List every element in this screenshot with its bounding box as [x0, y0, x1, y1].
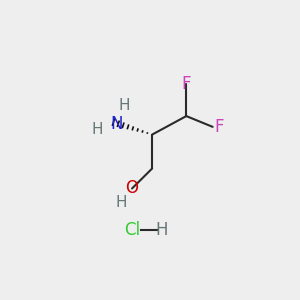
Text: H: H: [116, 195, 127, 210]
Text: N: N: [110, 115, 123, 133]
Text: H: H: [118, 98, 130, 113]
Text: H: H: [91, 122, 103, 137]
Text: O: O: [126, 179, 139, 197]
Text: Cl: Cl: [124, 221, 140, 239]
Text: H: H: [155, 221, 168, 239]
Text: F: F: [214, 118, 224, 136]
Text: F: F: [182, 75, 191, 93]
